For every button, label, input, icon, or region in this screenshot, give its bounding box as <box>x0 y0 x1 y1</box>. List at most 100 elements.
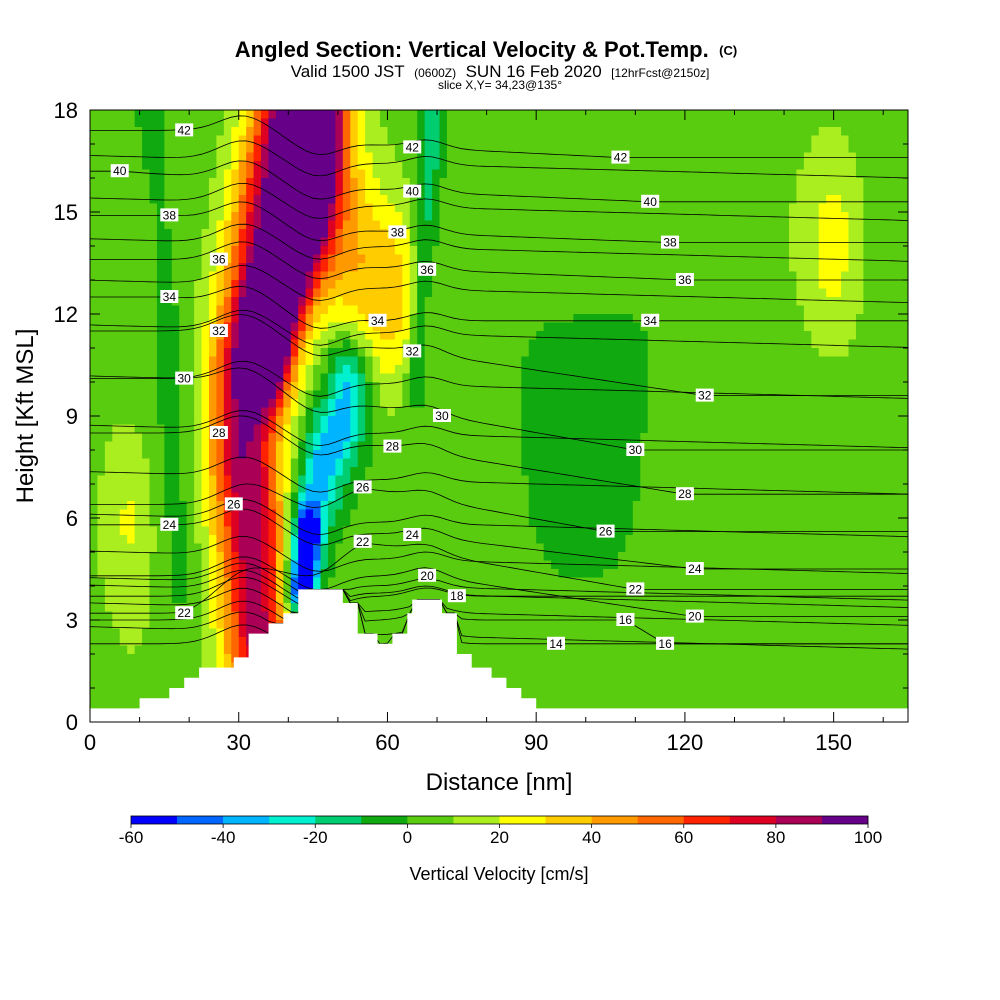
velocity-cell <box>684 458 693 468</box>
velocity-cell <box>833 212 842 222</box>
velocity-cell <box>655 254 664 264</box>
velocity-cell <box>201 305 210 315</box>
velocity-cell <box>677 254 686 264</box>
velocity-cell <box>298 339 307 349</box>
velocity-cell <box>327 424 336 434</box>
velocity-cell <box>469 407 478 417</box>
velocity-cell <box>327 458 336 468</box>
velocity-cell <box>811 433 820 443</box>
velocity-cell <box>573 254 582 264</box>
velocity-cell <box>134 280 143 290</box>
velocity-cell <box>588 305 597 315</box>
velocity-cell <box>461 305 470 315</box>
velocity-cell <box>647 246 656 256</box>
velocity-cell <box>632 127 641 137</box>
velocity-cell <box>432 288 441 298</box>
velocity-cell <box>335 237 344 247</box>
velocity-cell <box>320 475 329 485</box>
velocity-cell <box>565 263 574 273</box>
velocity-cell <box>484 127 493 137</box>
velocity-cell <box>194 237 203 247</box>
velocity-cell <box>142 348 151 358</box>
velocity-cell <box>298 271 307 281</box>
velocity-cell <box>90 288 99 298</box>
velocity-cell <box>350 203 359 213</box>
velocity-cell <box>580 305 589 315</box>
velocity-cell <box>201 433 210 443</box>
velocity-cell <box>848 331 857 341</box>
velocity-cell <box>610 254 619 264</box>
velocity-cell <box>811 305 820 315</box>
velocity-cell <box>870 144 879 154</box>
velocity-cell <box>796 365 805 375</box>
velocity-cell <box>201 348 210 358</box>
velocity-cell <box>528 229 537 239</box>
velocity-cell <box>774 450 783 460</box>
velocity-cell <box>231 246 240 256</box>
velocity-cell <box>722 280 731 290</box>
velocity-cell <box>841 382 850 392</box>
velocity-cell <box>201 356 210 366</box>
velocity-cell <box>446 186 455 196</box>
velocity-cell <box>551 339 560 349</box>
velocity-cell <box>662 246 671 256</box>
velocity-cell <box>179 212 188 222</box>
velocity-cell <box>216 399 225 409</box>
velocity-cell <box>402 424 411 434</box>
velocity-cell <box>216 382 225 392</box>
velocity-cell <box>201 390 210 400</box>
velocity-cell <box>588 186 597 196</box>
velocity-cell <box>744 339 753 349</box>
velocity-cell <box>298 356 307 366</box>
velocity-cell <box>632 195 641 205</box>
velocity-cell <box>171 399 180 409</box>
velocity-cell <box>759 373 768 383</box>
velocity-cell <box>90 492 99 502</box>
velocity-cell <box>692 399 701 409</box>
velocity-cell <box>484 178 493 188</box>
velocity-cell <box>439 110 448 120</box>
velocity-cell <box>640 203 649 213</box>
velocity-cell <box>521 186 530 196</box>
velocity-cell <box>156 399 165 409</box>
velocity-cell <box>194 331 203 341</box>
velocity-cell <box>744 237 753 247</box>
velocity-cell <box>261 127 270 137</box>
velocity-cell <box>863 195 872 205</box>
velocity-cell <box>885 305 894 315</box>
velocity-cell <box>736 382 745 392</box>
velocity-cell <box>290 492 299 502</box>
velocity-cell <box>789 280 798 290</box>
velocity-cell <box>841 271 850 281</box>
velocity-cell <box>841 331 850 341</box>
velocity-cell <box>655 433 664 443</box>
velocity-cell <box>149 280 158 290</box>
velocity-cell <box>201 127 210 137</box>
velocity-cell <box>670 152 679 162</box>
velocity-cell <box>179 186 188 196</box>
velocity-cell <box>156 135 165 145</box>
velocity-cell <box>357 118 366 128</box>
velocity-cell <box>208 203 218 213</box>
velocity-cell <box>104 373 113 383</box>
velocity-cell <box>417 339 426 349</box>
velocity-cell <box>365 458 374 468</box>
velocity-cell <box>766 331 775 341</box>
velocity-cell <box>186 203 195 213</box>
velocity-cell <box>104 484 113 494</box>
velocity-cell <box>885 348 894 358</box>
velocity-cell <box>149 331 158 341</box>
velocity-cell <box>394 118 403 128</box>
velocity-cell <box>818 467 827 477</box>
velocity-cell <box>372 390 381 400</box>
velocity-cell <box>722 152 731 162</box>
velocity-cell <box>432 280 441 290</box>
velocity-cell <box>387 484 396 494</box>
velocity-cell <box>372 331 381 341</box>
velocity-cell <box>513 433 522 443</box>
velocity-cell <box>729 331 738 341</box>
velocity-cell <box>781 220 790 230</box>
velocity-cell <box>617 458 627 468</box>
velocity-cell <box>722 399 731 409</box>
velocity-cell <box>699 365 708 375</box>
